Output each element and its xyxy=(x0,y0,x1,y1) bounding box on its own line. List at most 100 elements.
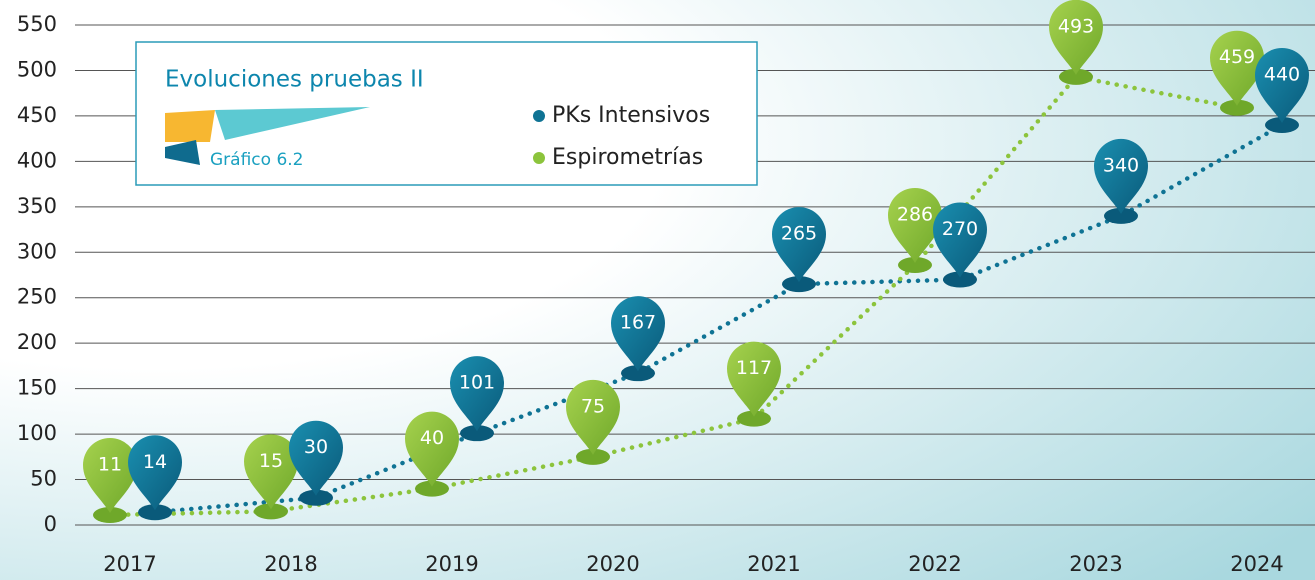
y-tick-label: 50 xyxy=(30,467,57,491)
pin: 265 xyxy=(772,207,826,293)
y-tick-label: 350 xyxy=(17,194,57,218)
pin-shadow xyxy=(737,410,771,427)
y-tick-label: 300 xyxy=(17,239,57,263)
data-label: 40 xyxy=(420,427,444,449)
x-tick-label: 2021 xyxy=(747,552,800,576)
data-label: 265 xyxy=(781,223,817,245)
pin: 340 xyxy=(1094,138,1148,224)
pin: 40 xyxy=(405,411,459,497)
data-label: 14 xyxy=(143,451,167,473)
chart-subtitle: Gráfico 6.2 xyxy=(210,150,303,170)
pin-shadow xyxy=(93,507,127,523)
data-label: 117 xyxy=(736,357,772,379)
pin-body xyxy=(289,420,343,496)
pin-shadow xyxy=(576,448,610,465)
grid: 0 50 100 150 200 250 300 350 400 450 500 550 2017 201… xyxy=(17,12,1315,576)
y-tick-label: 400 xyxy=(17,148,57,172)
pin-shadow xyxy=(460,425,494,442)
pin: 440 xyxy=(1255,48,1309,133)
x-tick-label: 2022 xyxy=(908,552,961,576)
data-label: 340 xyxy=(1103,154,1139,176)
pin-body xyxy=(933,202,987,278)
pin-body xyxy=(450,356,504,432)
pin: 459 xyxy=(1210,30,1264,116)
pin: 14 xyxy=(128,435,182,521)
pin-body xyxy=(405,411,459,487)
y-tick-label: 250 xyxy=(17,285,57,309)
y-tick-label: 450 xyxy=(17,103,57,127)
lines xyxy=(107,74,1285,518)
pin: 75 xyxy=(566,379,620,465)
pin-body xyxy=(1049,0,1103,75)
pin-body xyxy=(83,438,137,513)
x-tick-label: 2017 xyxy=(103,552,156,576)
pin-shadow xyxy=(1104,207,1138,224)
pin-shadow xyxy=(138,504,172,521)
pin-shadow xyxy=(299,489,333,506)
x-tick-label: 2018 xyxy=(264,552,317,576)
data-label: 30 xyxy=(304,436,328,458)
pin-body xyxy=(611,296,665,372)
x-tick-label: 2024 xyxy=(1230,552,1283,576)
data-label: 101 xyxy=(459,372,495,394)
decoration xyxy=(165,140,200,165)
pin-body xyxy=(566,379,620,455)
legend-label: PKs Intensivos xyxy=(552,103,710,128)
decoration xyxy=(215,107,370,140)
data-label: 270 xyxy=(942,218,978,240)
pin-shadow xyxy=(1220,99,1254,116)
pins: 11 15 40 75 117 286 493 459 14 30 101 167 265 270 340 4… xyxy=(83,0,1309,523)
x-tick-label: 2020 xyxy=(586,552,639,576)
pin-shadow xyxy=(415,480,449,497)
pin-shadow xyxy=(782,276,816,293)
pin-shadow xyxy=(254,503,288,520)
legend-label: Espirometrías xyxy=(552,145,703,170)
y-tick-label: 150 xyxy=(17,376,57,400)
pin-body xyxy=(888,188,942,263)
data-label: 167 xyxy=(620,312,656,334)
pin: 11 xyxy=(83,438,137,523)
legend: Evoluciones pruebas II Gráfico 6.2 PKs I… xyxy=(135,41,758,186)
pin: 493 xyxy=(1049,0,1103,85)
pin-shadow xyxy=(621,365,655,382)
pin-shadow xyxy=(1265,117,1299,133)
pin-body xyxy=(128,435,182,511)
pin-shadow xyxy=(1059,68,1093,85)
pin-shadow xyxy=(898,257,932,273)
pin-body xyxy=(1255,48,1309,123)
pin: 286 xyxy=(888,188,942,273)
series-line xyxy=(107,74,1240,518)
pin: 30 xyxy=(289,420,343,506)
y-tick-label: 550 xyxy=(17,12,57,36)
legend-marker xyxy=(533,152,545,164)
data-label: 75 xyxy=(581,395,605,417)
y-tick-label: 0 xyxy=(44,512,57,536)
pin-body xyxy=(1094,138,1148,214)
y-tick-label: 100 xyxy=(17,421,57,445)
x-tick-label: 2023 xyxy=(1069,552,1122,576)
pin-body xyxy=(244,434,298,510)
series-line xyxy=(152,122,1285,515)
data-label: 15 xyxy=(259,450,283,472)
legend-marker xyxy=(533,110,545,122)
y-tick-label: 200 xyxy=(17,330,57,354)
data-label: 459 xyxy=(1219,46,1255,68)
data-label: 493 xyxy=(1058,15,1094,37)
data-label: 440 xyxy=(1264,64,1300,86)
pin-body xyxy=(1210,30,1264,106)
chart-title: Evoluciones pruebas II xyxy=(165,67,424,93)
data-label: 11 xyxy=(98,454,122,476)
pin-body xyxy=(727,341,781,417)
pin: 270 xyxy=(933,202,987,288)
pin: 117 xyxy=(727,341,781,427)
pin: 15 xyxy=(244,434,298,520)
pin-body xyxy=(772,207,826,283)
pin: 167 xyxy=(611,296,665,382)
pin-shadow xyxy=(943,271,977,288)
pin: 101 xyxy=(450,356,504,442)
data-label: 286 xyxy=(897,204,933,226)
decoration xyxy=(165,110,215,142)
x-tick-label: 2019 xyxy=(425,552,478,576)
y-tick-label: 500 xyxy=(17,57,57,81)
